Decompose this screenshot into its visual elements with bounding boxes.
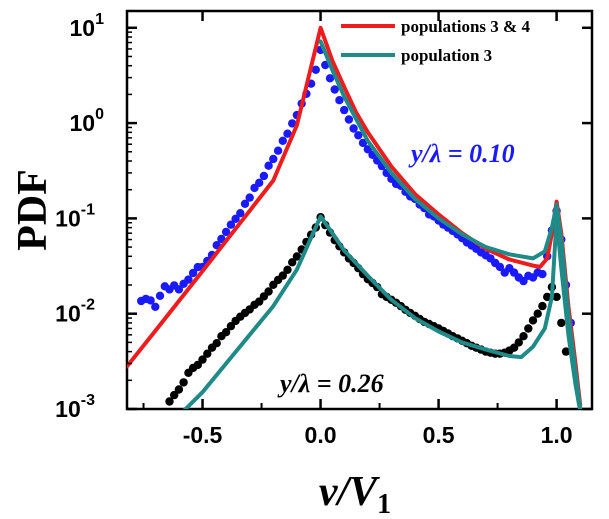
data-point — [264, 161, 273, 170]
data-point — [538, 269, 547, 279]
y-tick-exponent: -1 — [81, 201, 95, 218]
data-point — [283, 129, 292, 138]
data-point — [236, 209, 245, 218]
data-point — [519, 332, 528, 341]
data-point — [288, 258, 297, 267]
plot-frame — [125, 9, 594, 411]
y-tick-label: 100 — [70, 106, 105, 136]
data-point — [538, 301, 547, 311]
data-point — [330, 85, 339, 94]
plot-data — [127, 25, 583, 409]
series-line — [318, 39, 583, 409]
data-point — [179, 378, 188, 387]
y-tick-label: 101 — [70, 11, 105, 41]
y-tick-base: 10 — [70, 15, 96, 41]
data-point — [221, 328, 231, 337]
x-axis-title-sub: 1 — [377, 489, 391, 519]
data-point — [203, 349, 212, 358]
x-tick-label: 1.0 — [541, 422, 573, 448]
y-tick-base: 10 — [70, 110, 96, 136]
data-point — [240, 199, 250, 208]
data-point — [245, 193, 254, 202]
x-tick-label: 0.0 — [305, 422, 337, 448]
data-point — [278, 271, 287, 280]
y-tick-base: 10 — [55, 205, 81, 231]
y-tick-label: 10-2 — [55, 297, 95, 327]
y-tick-exponent: -3 — [81, 392, 95, 409]
data-point — [151, 302, 160, 311]
y-tick-label: 10-3 — [55, 392, 95, 422]
data-point — [344, 115, 354, 124]
y-tick-exponent: -2 — [81, 297, 95, 314]
data-point — [273, 146, 283, 155]
series-4 — [318, 39, 583, 409]
data-point — [155, 291, 165, 300]
data-point — [495, 262, 505, 272]
data-point — [221, 227, 231, 237]
data-point — [363, 145, 372, 154]
data-point — [288, 119, 297, 128]
data-point — [335, 96, 344, 105]
data-point — [174, 385, 184, 394]
y-tick-exponent: 0 — [95, 106, 104, 123]
data-point — [269, 154, 278, 164]
data-point — [259, 171, 269, 181]
annotation-y-lambda-026: y/λ = 0.26 — [277, 369, 384, 398]
x-axis-title: v/V1 — [319, 469, 391, 519]
data-point — [524, 324, 533, 333]
data-point — [165, 397, 174, 406]
data-point — [358, 138, 368, 148]
legend-label-populations-3-4: populations 3 & 4 — [401, 17, 530, 36]
data-point — [354, 131, 363, 140]
data-point — [198, 355, 207, 364]
y-tick-base: 10 — [55, 396, 81, 422]
data-point — [292, 252, 302, 261]
data-point — [174, 285, 184, 294]
data-point — [283, 265, 292, 274]
x-tick-label: 0.5 — [423, 422, 455, 448]
data-point — [561, 347, 571, 356]
data-point — [552, 292, 561, 302]
data-point — [170, 390, 179, 400]
data-point — [340, 105, 349, 115]
x-tick-label: -0.5 — [183, 422, 223, 448]
y-tick-base: 10 — [55, 301, 81, 327]
data-point — [278, 136, 287, 145]
data-point — [543, 292, 552, 302]
data-point — [528, 316, 538, 325]
x-axis-title-main: v/V — [319, 469, 380, 515]
y-axis-title: PDF — [10, 169, 56, 251]
y-tick-label: 10-1 — [55, 201, 95, 231]
data-point — [557, 318, 566, 328]
annotation-y-lambda-010: y/λ = 0.10 — [408, 139, 515, 168]
series-0 — [137, 45, 575, 328]
y-tick-exponent: 1 — [95, 11, 104, 28]
data-point — [533, 309, 542, 318]
data-point — [514, 338, 523, 347]
data-point — [188, 268, 198, 278]
legend-label-population-3: population 3 — [401, 46, 492, 65]
data-point — [184, 275, 193, 284]
legend: populations 3 & 4 population 3 — [341, 17, 530, 65]
data-point — [311, 65, 320, 75]
data-point — [226, 220, 236, 229]
data-point — [212, 339, 221, 348]
data-point — [146, 296, 155, 305]
data-point — [325, 74, 335, 83]
data-point — [255, 178, 264, 187]
data-point — [231, 214, 240, 223]
data-point — [264, 287, 273, 296]
data-point — [349, 124, 358, 133]
